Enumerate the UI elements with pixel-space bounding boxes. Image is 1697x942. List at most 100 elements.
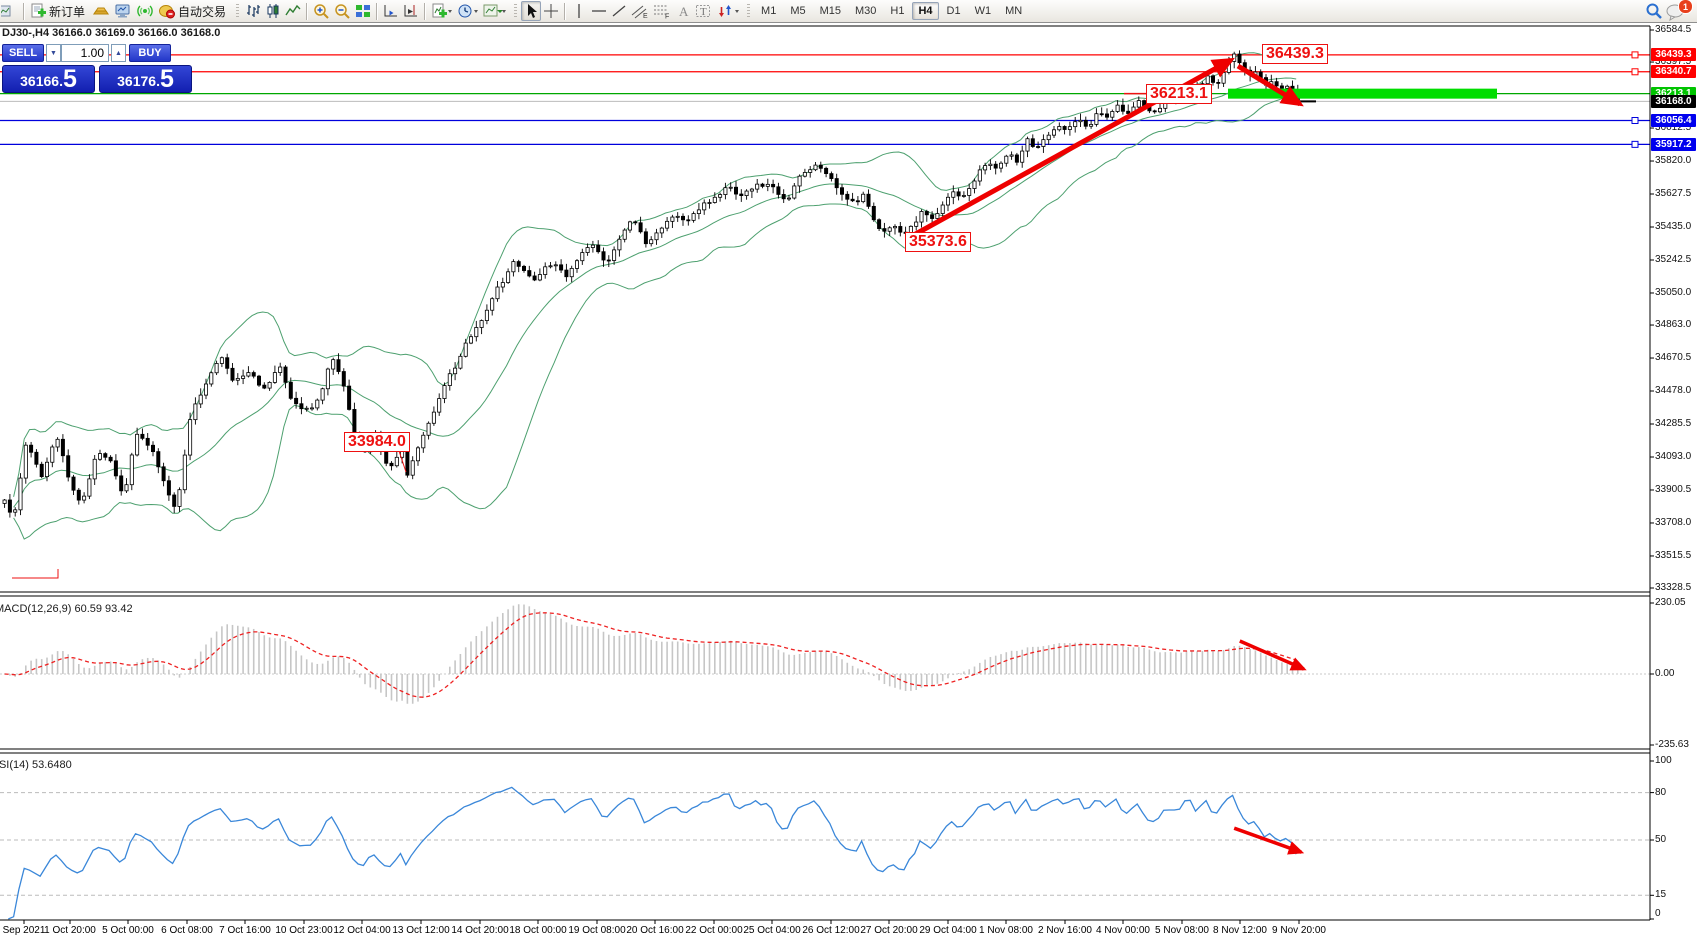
- candlestick-chart-button[interactable]: [263, 1, 283, 21]
- chart-shift-button[interactable]: [401, 1, 421, 21]
- terminal-button[interactable]: [112, 1, 134, 21]
- candle-body: [1279, 85, 1284, 89]
- hline-tool-button[interactable]: [589, 1, 609, 21]
- buy-price-panel[interactable]: 36176. 5: [99, 65, 192, 93]
- price-annotation[interactable]: 36213.1: [1146, 84, 1212, 104]
- candle-body: [850, 198, 855, 202]
- macd-arrow-down[interactable]: [1239, 639, 1307, 671]
- tf-W1-button[interactable]: W1: [974, 5, 992, 17]
- vline-tool-button[interactable]: [569, 1, 589, 21]
- search-button[interactable]: [1643, 1, 1665, 21]
- candle-body: [564, 269, 569, 278]
- zoom-out-button[interactable]: [332, 1, 353, 21]
- time-axis-label: 8 Nov 12:00: [1213, 925, 1267, 936]
- candle-body: [1036, 146, 1041, 148]
- line-handle[interactable]: [1631, 140, 1639, 148]
- candle-body: [596, 244, 601, 253]
- candle-body: [442, 385, 447, 399]
- tf-M5-button[interactable]: M5: [790, 5, 806, 17]
- template-icon: [483, 4, 507, 17]
- candle-body: [1237, 53, 1242, 64]
- price-annotation[interactable]: 33984.0: [344, 432, 410, 452]
- candle-body: [288, 381, 293, 399]
- tf-M30-button[interactable]: M30: [855, 5, 877, 17]
- candle-body: [129, 454, 134, 486]
- rsi-axis-label: 50: [1655, 834, 1667, 845]
- trend-arrow-down[interactable]: [1236, 63, 1304, 107]
- bar-chart-button[interactable]: [243, 1, 263, 21]
- tile-windows-button[interactable]: [353, 1, 373, 21]
- candle-body: [654, 232, 659, 241]
- candle-body: [961, 195, 966, 197]
- line-chart-button[interactable]: [283, 1, 303, 21]
- candle-body: [325, 368, 330, 390]
- buy-price-main: 36176: [117, 73, 157, 89]
- line-handle[interactable]: [1631, 68, 1639, 76]
- text-label-tool-button[interactable]: T: [693, 1, 714, 21]
- market-watch-button[interactable]: [90, 1, 112, 21]
- candle-body: [347, 385, 352, 410]
- tf-M15-button[interactable]: M15: [819, 5, 841, 17]
- candle-body: [940, 204, 945, 214]
- add-indicator-icon: [432, 3, 453, 18]
- signal-button[interactable]: [134, 1, 156, 21]
- chart-window[interactable]: DJ30-,H4 36166.0 36169.0 36166.0 36168.0…: [0, 22, 1697, 942]
- price-annotation[interactable]: 35373.6: [905, 232, 971, 252]
- template-button[interactable]: [481, 1, 509, 21]
- candle-body: [670, 216, 675, 222]
- buy-button[interactable]: BUY: [129, 44, 171, 62]
- line-handle[interactable]: [1631, 117, 1639, 125]
- candle-body: [797, 175, 802, 187]
- highlight-zone[interactable]: [1228, 88, 1497, 99]
- cursor-tool-button[interactable]: [521, 1, 542, 21]
- tf-H1-button[interactable]: H1: [890, 5, 905, 17]
- volume-increase-button[interactable]: ▲: [111, 44, 126, 62]
- candle-body: [98, 453, 103, 460]
- tf-MN-button[interactable]: MN: [1005, 5, 1023, 17]
- rsi-arrow-down[interactable]: [1233, 826, 1305, 855]
- bar-chart-icon: [247, 5, 261, 17]
- text-tool-button[interactable]: A: [673, 1, 693, 21]
- one-click-top-row: SELL ▼ ▲ BUY: [2, 44, 196, 62]
- add-indicator-button[interactable]: [429, 1, 455, 21]
- candle-body: [1083, 119, 1088, 127]
- volume-decrease-button[interactable]: ▼: [46, 44, 61, 62]
- fibonacci-tool-button[interactable]: F: [651, 1, 673, 21]
- candle-body: [182, 454, 187, 491]
- candle-body: [675, 215, 680, 218]
- zoom-in-button[interactable]: [311, 1, 332, 21]
- candle-body: [145, 437, 150, 446]
- candle-body: [495, 286, 500, 300]
- tf-H4-button[interactable]: H4: [912, 2, 939, 20]
- candle-body: [1020, 150, 1025, 163]
- auto-trading-icon: [159, 5, 176, 19]
- candle-body: [315, 399, 320, 409]
- tf-D1-button[interactable]: D1: [946, 5, 961, 17]
- auto-scroll-button[interactable]: [381, 1, 401, 21]
- sell-button[interactable]: SELL: [2, 44, 44, 62]
- sell-price-panel[interactable]: 36166. 5: [2, 65, 95, 93]
- time-axis-label: 20 Oct 16:00: [626, 925, 684, 936]
- trendline-tool-button[interactable]: [609, 1, 629, 21]
- line-handle[interactable]: [1631, 51, 1639, 59]
- candle-body: [1211, 75, 1216, 83]
- price-annotation[interactable]: 36439.3: [1262, 44, 1328, 64]
- candle-body: [760, 183, 765, 187]
- arrows-tool-button[interactable]: [714, 1, 742, 21]
- period-button[interactable]: [455, 1, 481, 21]
- time-axis-label: 7 Oct 16:00: [219, 925, 271, 936]
- sell-price-dot: .: [59, 73, 63, 89]
- tf-M1-button[interactable]: M1: [761, 5, 777, 17]
- clipped-toolbar-icon[interactable]: [0, 1, 20, 21]
- candle-body: [76, 489, 81, 501]
- rsi-label: RSI(14) 53.6480: [0, 759, 72, 771]
- annotation-connector: [397, 447, 407, 473]
- new-order-button[interactable]: 新订单: [28, 1, 90, 21]
- crosshair-tool-button[interactable]: [541, 1, 561, 21]
- candle-body: [1105, 113, 1110, 118]
- volume-input[interactable]: [61, 44, 109, 62]
- channel-tool-button[interactable]: E: [629, 1, 651, 21]
- auto-trading-button[interactable]: 自动交易: [156, 1, 231, 21]
- candle-body: [993, 163, 998, 169]
- chat-button[interactable]: 1: [1665, 0, 1693, 22]
